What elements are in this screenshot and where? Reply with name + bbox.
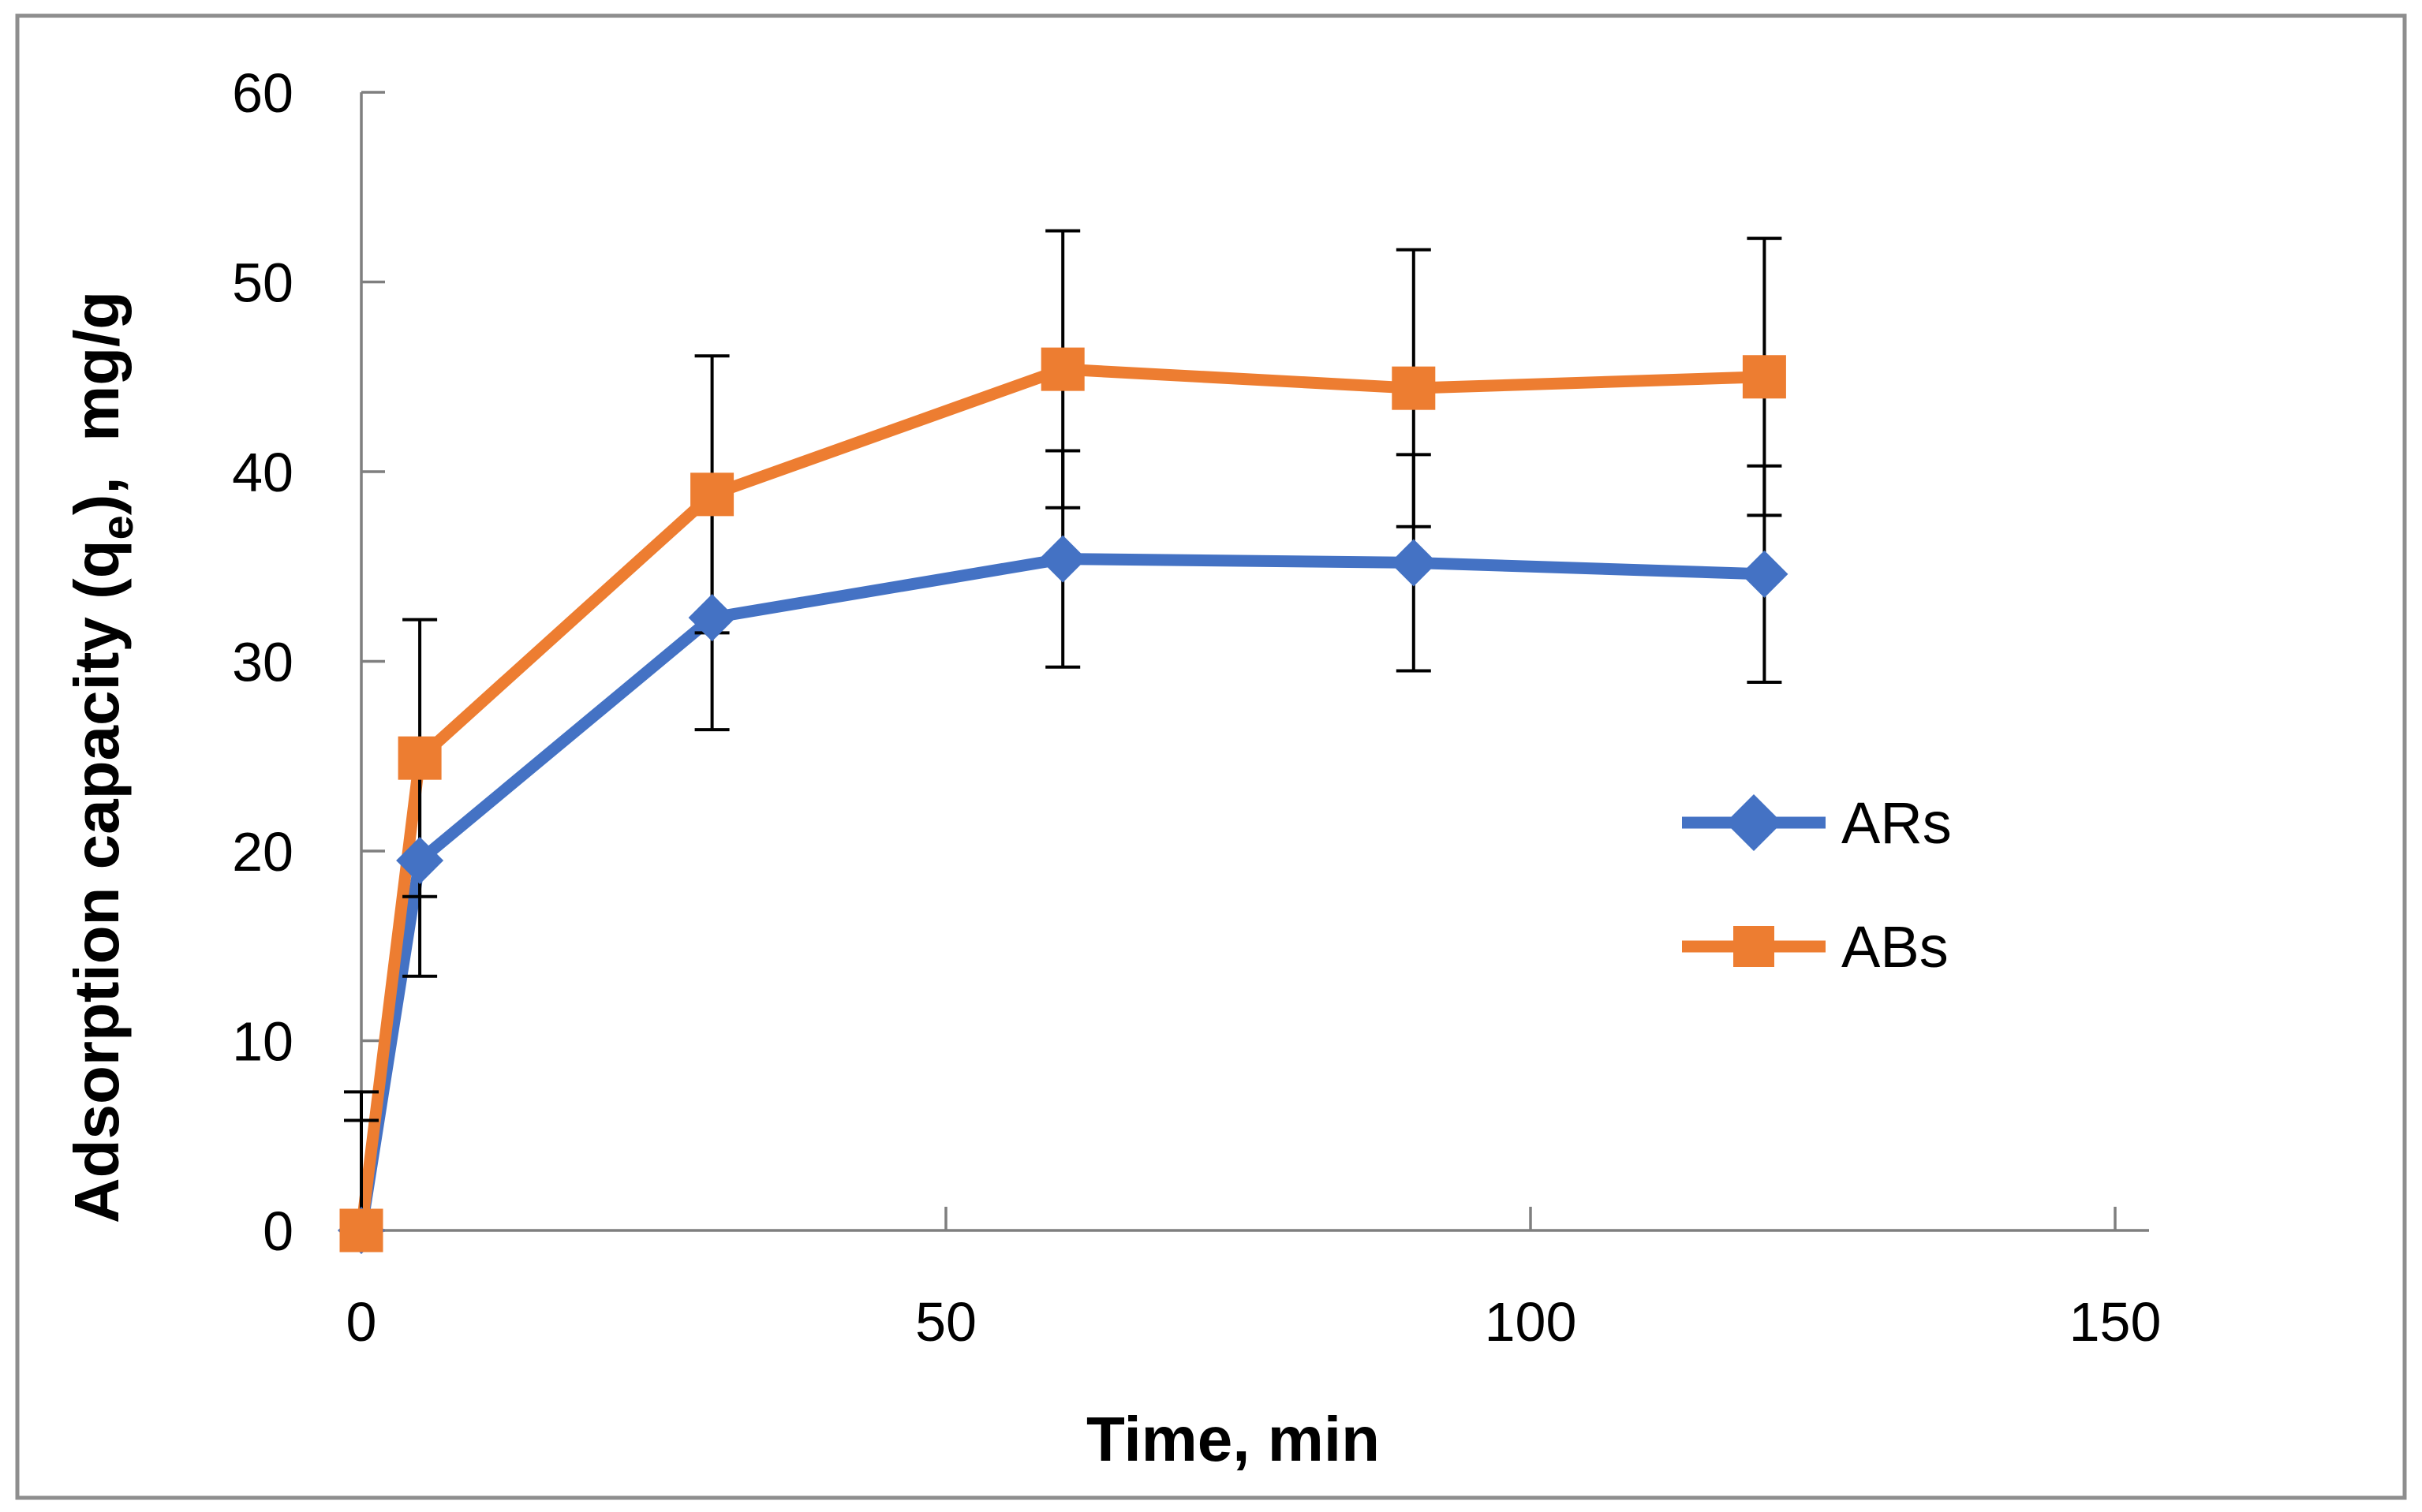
legend-entry-ars: ARs	[1682, 790, 1952, 856]
series-line-abs	[355, 363, 1770, 1237]
data-point-marker-square	[339, 1208, 383, 1253]
y-tick-label: 10	[232, 1011, 293, 1073]
legend-square-marker-icon	[1733, 926, 1774, 967]
legend: ARs ABs	[1682, 790, 1952, 980]
data-point-marker-square	[1392, 366, 1436, 410]
series-layer	[338, 229, 1788, 1254]
y-axis-title-subscript: e	[92, 515, 142, 539]
chart-outer-border	[15, 13, 2407, 1500]
y-tick-label: 0	[263, 1200, 293, 1262]
axes-layer: 0 10 20 30 40 50 60 0 50 100 150	[232, 62, 2161, 1353]
y-axis-title-suffix: ), mg/g	[62, 291, 132, 515]
data-point-marker-square	[1041, 347, 1085, 391]
y-tick-label: 40	[232, 442, 293, 503]
y-axis-title-prefix: Adsorption capacity (q	[62, 539, 132, 1223]
y-axis-title: Adsorption capacity (qe), mg/g	[62, 291, 142, 1223]
data-point-marker-square	[398, 736, 442, 780]
data-point-marker-square	[690, 472, 734, 517]
data-point-marker-diamond	[688, 594, 736, 642]
y-tick-label: 50	[232, 252, 293, 314]
legend-label-abs: ABs	[1841, 914, 1949, 980]
y-tick-label: 30	[232, 632, 293, 693]
data-point-marker-diamond	[1039, 535, 1087, 583]
y-tick-label: 60	[232, 62, 293, 124]
data-point-marker-diamond	[396, 837, 444, 885]
x-tick-label: 150	[2069, 1291, 2162, 1353]
x-tick-label: 0	[346, 1291, 377, 1353]
x-tick-label: 100	[1485, 1291, 1577, 1353]
series-line-ars	[355, 553, 1770, 1237]
x-axis-title: Time, min	[1086, 1404, 1380, 1474]
y-tick-label: 20	[232, 821, 293, 883]
legend-diamond-marker-icon	[1725, 794, 1782, 851]
legend-entry-abs: ABs	[1682, 914, 1949, 980]
data-point-marker-diamond	[1740, 550, 1788, 598]
legend-label-ars: ARs	[1841, 790, 1952, 856]
x-tick-label: 50	[915, 1291, 977, 1353]
data-point-marker-diamond	[1389, 539, 1437, 587]
data-point-marker-square	[1742, 355, 1786, 399]
